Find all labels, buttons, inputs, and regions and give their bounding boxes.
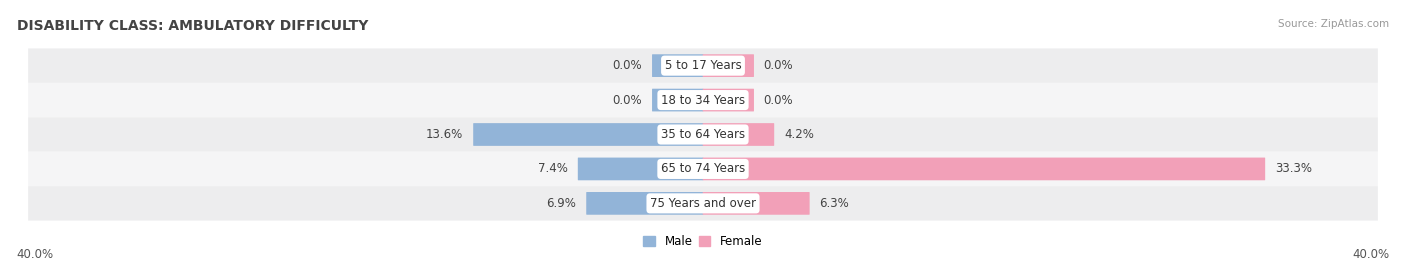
Text: 0.0%: 0.0% xyxy=(613,59,643,72)
Text: 18 to 34 Years: 18 to 34 Years xyxy=(661,94,745,107)
FancyBboxPatch shape xyxy=(703,192,810,215)
Text: 33.3%: 33.3% xyxy=(1275,162,1312,175)
FancyBboxPatch shape xyxy=(703,158,1265,180)
Text: 5 to 17 Years: 5 to 17 Years xyxy=(665,59,741,72)
FancyBboxPatch shape xyxy=(578,158,703,180)
Text: DISABILITY CLASS: AMBULATORY DIFFICULTY: DISABILITY CLASS: AMBULATORY DIFFICULTY xyxy=(17,19,368,33)
Legend: Male, Female: Male, Female xyxy=(638,230,768,253)
Text: 4.2%: 4.2% xyxy=(785,128,814,141)
Text: 0.0%: 0.0% xyxy=(763,59,793,72)
Text: Source: ZipAtlas.com: Source: ZipAtlas.com xyxy=(1278,19,1389,29)
Text: 0.0%: 0.0% xyxy=(763,94,793,107)
FancyBboxPatch shape xyxy=(703,123,775,146)
FancyBboxPatch shape xyxy=(28,117,1378,152)
Text: 65 to 74 Years: 65 to 74 Years xyxy=(661,162,745,175)
FancyBboxPatch shape xyxy=(474,123,703,146)
FancyBboxPatch shape xyxy=(652,89,703,111)
FancyBboxPatch shape xyxy=(652,54,703,77)
FancyBboxPatch shape xyxy=(703,89,754,111)
FancyBboxPatch shape xyxy=(28,152,1378,186)
Text: 0.0%: 0.0% xyxy=(613,94,643,107)
Text: 7.4%: 7.4% xyxy=(538,162,568,175)
Text: 35 to 64 Years: 35 to 64 Years xyxy=(661,128,745,141)
FancyBboxPatch shape xyxy=(586,192,703,215)
FancyBboxPatch shape xyxy=(28,48,1378,83)
Text: 6.9%: 6.9% xyxy=(547,197,576,210)
Text: 75 Years and over: 75 Years and over xyxy=(650,197,756,210)
FancyBboxPatch shape xyxy=(28,83,1378,117)
FancyBboxPatch shape xyxy=(703,54,754,77)
Text: 40.0%: 40.0% xyxy=(1353,248,1389,261)
Text: 40.0%: 40.0% xyxy=(17,248,53,261)
Text: 13.6%: 13.6% xyxy=(426,128,464,141)
FancyBboxPatch shape xyxy=(28,186,1378,221)
Text: 6.3%: 6.3% xyxy=(820,197,849,210)
